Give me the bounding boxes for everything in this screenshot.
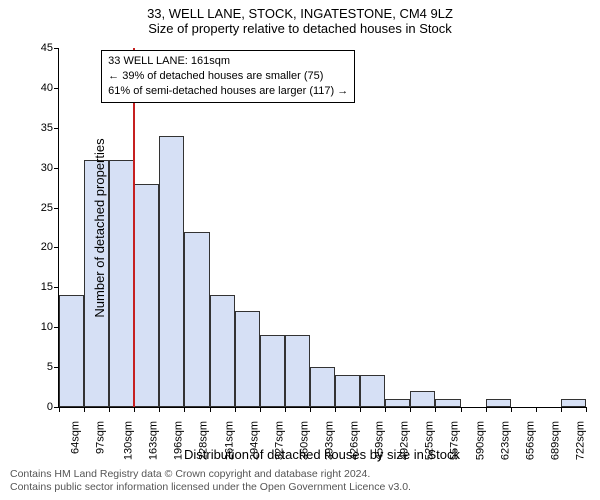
y-tick-label: 10 <box>23 321 53 333</box>
x-tick-mark <box>385 407 386 412</box>
y-tick-label: 15 <box>23 281 53 293</box>
annotation-box: 33 WELL LANE: 161sqm ← 39% of detached h… <box>101 50 355 103</box>
x-tick-label: 689sqm <box>549 421 561 460</box>
x-tick-mark <box>486 407 487 412</box>
footer-line-2: Contains public sector information licen… <box>10 481 590 494</box>
bar <box>134 184 159 407</box>
y-tick-label: 20 <box>23 241 53 253</box>
x-tick-mark <box>285 407 286 412</box>
x-tick-label: 656sqm <box>524 421 536 460</box>
x-tick-mark <box>134 407 135 412</box>
chart-container: 051015202530354045 64sqm97sqm130sqm163sq… <box>58 48 586 408</box>
x-tick-label: 64sqm <box>70 421 82 454</box>
bar <box>260 335 285 407</box>
x-tick-mark <box>210 407 211 412</box>
y-tick-label: 5 <box>23 361 53 373</box>
bar <box>385 399 410 407</box>
y-tick-mark <box>54 88 59 89</box>
x-tick-label: 722sqm <box>574 421 586 460</box>
x-tick-mark <box>561 407 562 412</box>
y-tick-mark <box>54 287 59 288</box>
y-tick-label: 0 <box>23 401 53 413</box>
x-tick-mark <box>235 407 236 412</box>
footer-line-1: Contains HM Land Registry data © Crown c… <box>10 468 590 481</box>
x-tick-mark <box>159 407 160 412</box>
y-tick-mark <box>54 168 59 169</box>
annotation-line-1: 33 WELL LANE: 161sqm <box>108 54 348 69</box>
x-tick-label: 623sqm <box>499 421 511 460</box>
y-tick-label: 40 <box>23 82 53 94</box>
y-tick-mark <box>54 367 59 368</box>
x-tick-mark <box>310 407 311 412</box>
y-tick-label: 45 <box>23 42 53 54</box>
y-tick-label: 35 <box>23 122 53 134</box>
bar <box>210 295 235 407</box>
x-tick-label: 97sqm <box>95 421 107 454</box>
bar <box>159 136 184 407</box>
bar <box>59 295 84 407</box>
x-tick-mark <box>360 407 361 412</box>
x-tick-mark <box>461 407 462 412</box>
x-tick-label: 163sqm <box>148 421 160 460</box>
x-axis-label: Distribution of detached houses by size … <box>184 447 460 462</box>
x-tick-mark <box>435 407 436 412</box>
bar <box>561 399 586 407</box>
annotation-line-2: ← 39% of detached houses are smaller (75… <box>108 69 348 84</box>
bar <box>486 399 511 407</box>
y-tick-mark <box>54 48 59 49</box>
footer: Contains HM Land Registry data © Crown c… <box>10 468 590 494</box>
x-tick-label: 130sqm <box>123 421 135 460</box>
bar <box>335 375 360 407</box>
bar <box>310 367 335 407</box>
bar <box>360 375 385 407</box>
bar <box>235 311 260 407</box>
page-title: 33, WELL LANE, STOCK, INGATESTONE, CM4 9… <box>0 0 600 21</box>
bar <box>285 335 310 407</box>
y-axis-label: Number of detached properties <box>92 138 107 317</box>
bar <box>435 399 460 407</box>
x-tick-mark <box>260 407 261 412</box>
x-tick-mark <box>84 407 85 412</box>
bar <box>410 391 435 407</box>
x-tick-mark <box>586 407 587 412</box>
y-tick-label: 30 <box>23 162 53 174</box>
y-tick-mark <box>54 208 59 209</box>
x-tick-label: 590sqm <box>474 421 486 460</box>
plot-area: 051015202530354045 64sqm97sqm130sqm163sq… <box>58 48 586 408</box>
y-tick-label: 25 <box>23 202 53 214</box>
x-tick-mark <box>109 407 110 412</box>
x-tick-mark <box>335 407 336 412</box>
x-tick-mark <box>511 407 512 412</box>
annotation-line-3: 61% of semi-detached houses are larger (… <box>108 84 348 99</box>
bar <box>109 160 134 407</box>
bar <box>184 232 209 408</box>
y-tick-mark <box>54 327 59 328</box>
x-tick-mark <box>536 407 537 412</box>
y-tick-mark <box>54 247 59 248</box>
x-tick-mark <box>59 407 60 412</box>
x-tick-mark <box>184 407 185 412</box>
x-tick-mark <box>410 407 411 412</box>
y-tick-mark <box>54 128 59 129</box>
page-subtitle: Size of property relative to detached ho… <box>0 21 600 36</box>
